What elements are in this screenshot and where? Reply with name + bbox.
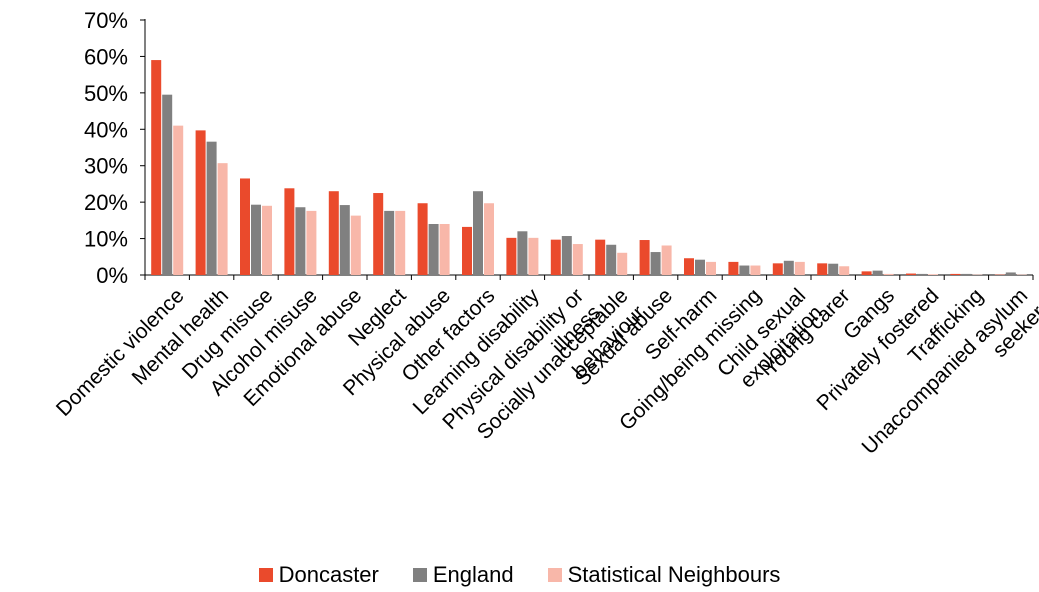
bar-england [473, 191, 483, 275]
bar-england [783, 260, 794, 275]
y-tick-label: 0% [96, 263, 128, 288]
y-tick-label: 10% [84, 227, 128, 252]
bar-doncaster [240, 178, 250, 275]
legend: Doncaster England Statistical Neighbours [0, 562, 1039, 588]
bar-england [384, 210, 395, 275]
bar-doncaster [817, 263, 828, 275]
legend-item-doncaster: Doncaster [258, 562, 379, 588]
y-tick-label: 50% [84, 81, 128, 106]
legend-swatch-england [412, 568, 427, 582]
bar-doncaster [506, 237, 517, 275]
bar-england [517, 231, 528, 275]
bar-statistical-neighbours [484, 203, 494, 275]
bar-doncaster [861, 271, 872, 275]
bar-doncaster [684, 258, 694, 275]
bar-doncaster [639, 240, 650, 275]
bar-england [606, 244, 617, 275]
bar-england [162, 94, 173, 276]
legend-swatch-doncaster [258, 568, 273, 582]
bar-doncaster [373, 193, 384, 275]
bar-england [251, 204, 261, 275]
bar-statistical-neighbours [439, 224, 450, 275]
bar-statistical-neighbours [617, 252, 628, 275]
y-tick-label: 70% [84, 8, 128, 33]
bar-england [428, 224, 439, 275]
legend-label-statistical-neighbours: Statistical Neighbours [567, 562, 781, 587]
legend-item-england: England [412, 562, 514, 588]
y-tick-label: 60% [84, 44, 128, 69]
y-tick-label: 30% [84, 154, 128, 179]
bar-statistical-neighbours [572, 244, 583, 275]
bar-statistical-neighbours [661, 245, 672, 275]
bars-group [151, 60, 1027, 276]
bar-doncaster [550, 239, 561, 275]
x-axis-ticks [144, 275, 1034, 280]
bar-statistical-neighbours [928, 274, 938, 275]
legend-label-doncaster: Doncaster [278, 562, 379, 587]
bar-england [961, 273, 972, 275]
bar-england [650, 252, 661, 275]
bar-england [1005, 272, 1016, 275]
bar-doncaster [462, 226, 472, 275]
bar-england [695, 259, 705, 275]
y-tick-label: 40% [84, 117, 128, 142]
bar-doncaster [906, 273, 916, 275]
bar-statistical-neighbours [217, 163, 228, 275]
bar-statistical-neighbours [395, 210, 406, 275]
bar-doncaster [417, 203, 428, 275]
bar-statistical-neighbours [262, 205, 272, 275]
y-axis-ticks: 0% 10% 20% 30% 40% 50% 60% 70% [84, 8, 145, 288]
bar-statistical-neighbours [306, 210, 317, 275]
bar-england [339, 205, 350, 275]
bar-statistical-neighbours [839, 266, 850, 275]
bar-statistical-neighbours [528, 237, 539, 275]
bar-doncaster [195, 130, 206, 275]
bar-england [739, 265, 750, 275]
bar-statistical-neighbours [750, 265, 761, 275]
bar-statistical-neighbours [350, 215, 361, 275]
bar-england [561, 236, 572, 275]
bar-statistical-neighbours [173, 125, 184, 275]
bar-england [206, 141, 217, 275]
bar-doncaster [595, 239, 606, 275]
bar-england [872, 270, 883, 275]
bar-doncaster [728, 261, 739, 275]
bar-statistical-neighbours [794, 261, 805, 275]
legend-label-england: England [432, 562, 514, 587]
bar-doncaster [151, 60, 162, 275]
bar-statistical-neighbours [706, 261, 716, 275]
bar-doncaster [284, 188, 295, 275]
bar-doncaster [772, 263, 783, 275]
legend-item-statistical-neighbours: Statistical Neighbours [547, 562, 781, 588]
bar-doncaster [328, 191, 339, 275]
bar-england [828, 263, 839, 275]
legend-swatch-statistical-neighbours [547, 568, 562, 582]
y-tick-label: 20% [84, 190, 128, 215]
bar-statistical-neighbours [883, 273, 894, 275]
bar-doncaster [950, 273, 961, 275]
bar-england [295, 207, 306, 275]
bar-england [917, 273, 927, 275]
